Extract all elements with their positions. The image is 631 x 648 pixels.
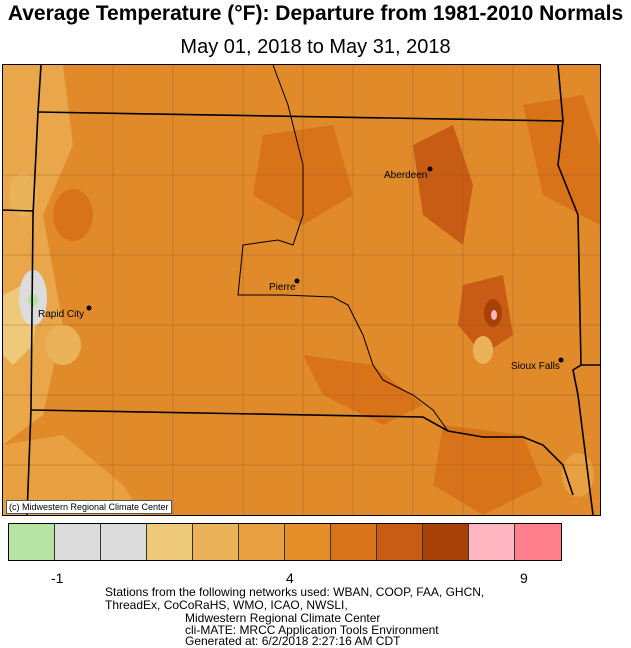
legend-swatch	[377, 524, 423, 560]
legend-swatch	[331, 524, 377, 560]
legend-tick-label: 4	[286, 570, 294, 586]
legend-swatch	[193, 524, 239, 560]
temperature-map: Aberdeen Pierre Rapid City Sioux Falls (…	[2, 64, 601, 516]
legend-tick-label: 9	[520, 570, 528, 586]
legend-swatch	[469, 524, 515, 560]
legend-swatch	[101, 524, 147, 560]
footer-networks-line1: Stations from the following networks use…	[105, 585, 485, 599]
legend-swatch	[515, 524, 561, 560]
legend-tick-label: -1	[51, 570, 64, 586]
pierre-marker	[294, 278, 300, 284]
aberdeen-marker	[427, 166, 433, 172]
footer-app-name: cli-MATE: MRCC Application Tools Environ…	[185, 623, 439, 637]
legend-swatch	[9, 524, 55, 560]
footer-generated: Generated at: 6/2/2018 2:27:16 AM CDT	[185, 634, 401, 648]
map-canvas	[3, 65, 600, 515]
city-label-pierre: Pierre	[269, 282, 296, 293]
credit-label: (c) Midwestern Regional Climate Center	[6, 500, 172, 514]
footer-center-name: Midwestern Regional Climate Center	[185, 611, 381, 625]
legend-swatch	[55, 524, 101, 560]
city-label-rapid-city: Rapid City	[38, 309, 85, 320]
legend-swatch	[147, 524, 193, 560]
color-legend	[8, 523, 562, 561]
map-subtitle: May 01, 2018 to May 31, 2018	[180, 36, 451, 58]
city-label-aberdeen: Aberdeen	[384, 170, 428, 181]
city-label-sioux-falls: Sioux Falls	[511, 361, 560, 372]
sioux-falls-marker	[558, 357, 564, 363]
map-title: Average Temperature (°F): Departure from…	[7, 2, 624, 25]
legend-swatch	[239, 524, 285, 560]
footer-networks-line2: ThreadEx, CoCoRaHS, WMO, ICAO, NWSLI,	[105, 598, 348, 612]
rapid-city-marker	[86, 305, 92, 311]
legend-swatch	[285, 524, 331, 560]
legend-swatch	[423, 524, 469, 560]
